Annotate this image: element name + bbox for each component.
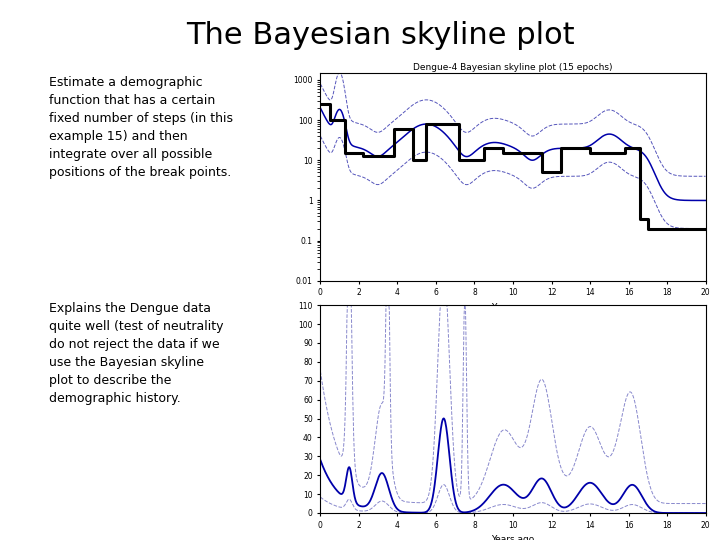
- X-axis label: Years ago: Years ago: [491, 535, 535, 540]
- Text: Estimate a demographic
function that has a certain
fixed number of steps (in thi: Estimate a demographic function that has…: [49, 76, 233, 179]
- Text: Population size changes: Population size changes: [14, 190, 27, 350]
- X-axis label: Years ago: Years ago: [491, 303, 535, 312]
- Title: Dengue-4 Bayesian skyline plot (15 epochs): Dengue-4 Bayesian skyline plot (15 epoch…: [413, 63, 613, 72]
- Text: Explains the Dengue data
quite well (test of neutrality
do not reject the data i: Explains the Dengue data quite well (tes…: [49, 302, 223, 406]
- Text: The Bayesian skyline plot: The Bayesian skyline plot: [186, 21, 575, 50]
